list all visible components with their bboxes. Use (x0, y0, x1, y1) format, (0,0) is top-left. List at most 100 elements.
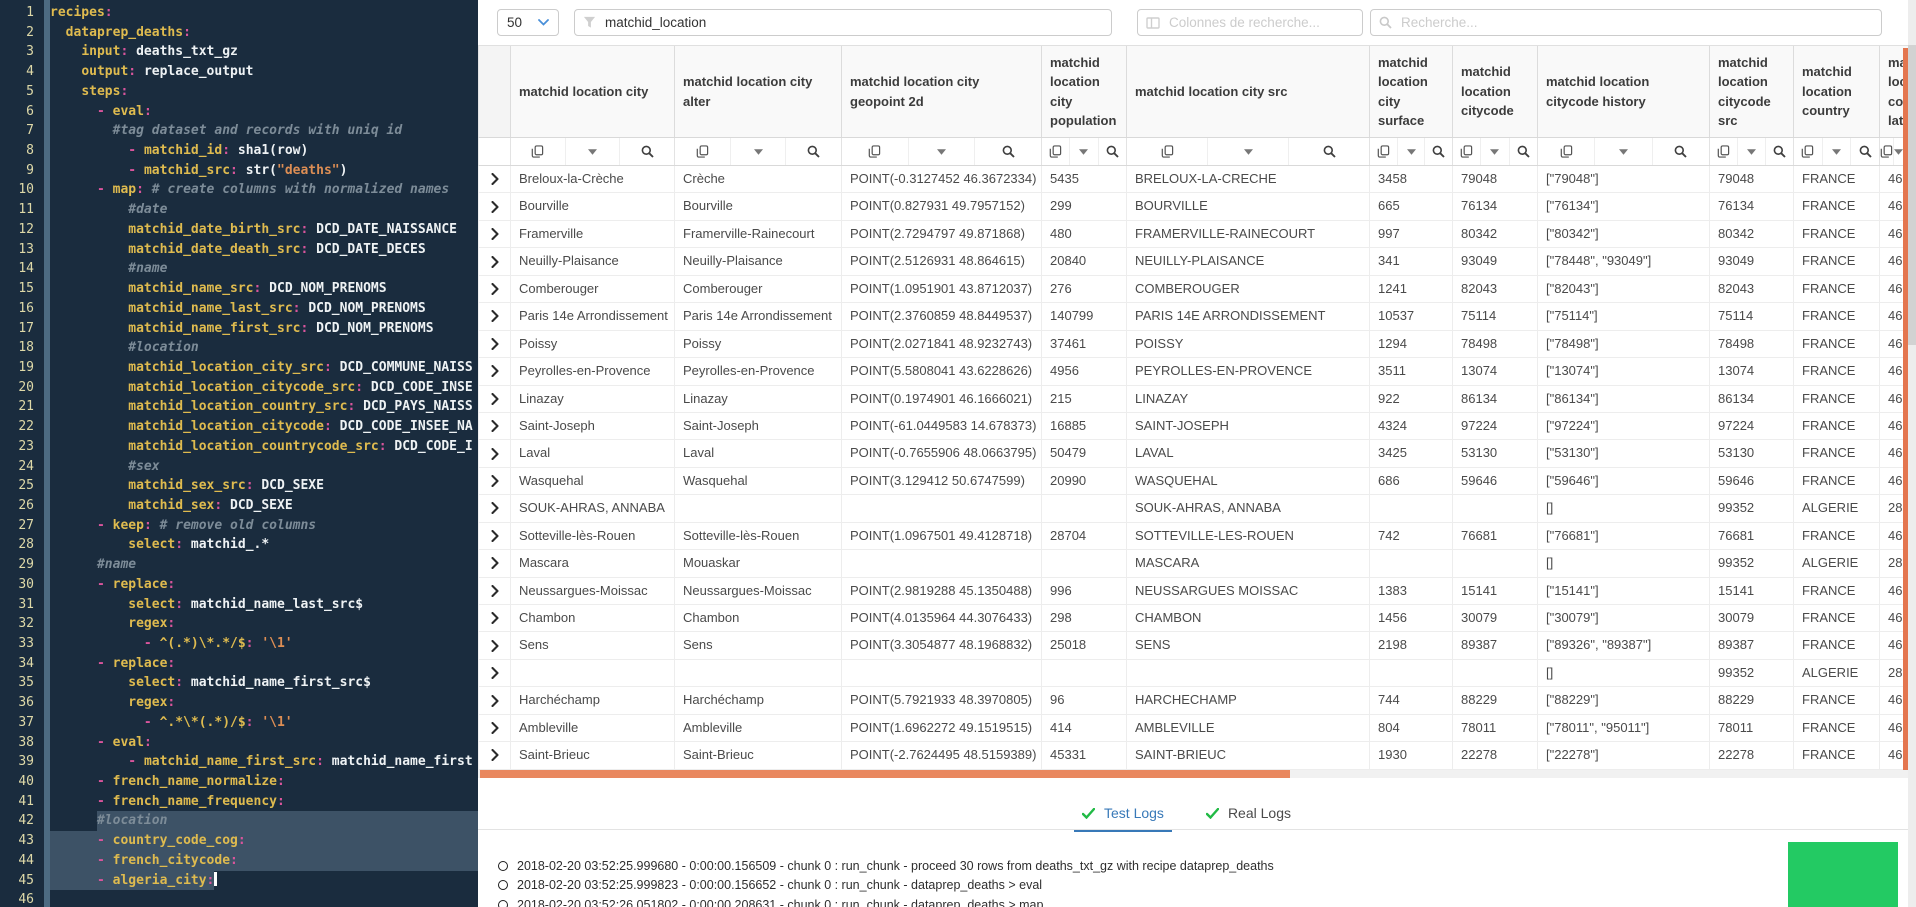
filter-menu-button[interactable] (729, 138, 786, 165)
page-size-select[interactable]: 50 (497, 9, 559, 36)
code-line[interactable]: 31 select: matchid_name_last_src$ (0, 595, 478, 615)
expand-row-button[interactable] (479, 495, 511, 522)
filter-search-button[interactable] (785, 138, 841, 165)
column-header[interactable]: matchid location city src (1127, 46, 1370, 137)
expand-row-button[interactable] (479, 632, 511, 659)
tab-real-logs[interactable]: Real Logs (1198, 798, 1299, 830)
code-line[interactable]: 7 #tag dataset and records with uniq id (0, 121, 478, 141)
expand-row-button[interactable] (479, 166, 511, 193)
column-header[interactable]: matchid location country (1794, 46, 1880, 137)
code-line[interactable]: 40 - french_name_normalize: (0, 772, 478, 792)
code-line[interactable]: 3 input: deaths_txt_gz (0, 42, 478, 62)
code-line[interactable]: 30 - replace: (0, 575, 478, 595)
filter-menu-button[interactable] (1396, 138, 1425, 165)
filter-menu-button[interactable] (1480, 138, 1508, 165)
code-line[interactable]: 45 - algeria_city: (0, 870, 478, 891)
code-line[interactable]: 14 #name (0, 259, 478, 279)
code-line[interactable]: 36 regex: (0, 693, 478, 713)
filter-search-button[interactable] (1508, 138, 1537, 165)
filter-search-button[interactable] (1424, 138, 1452, 165)
column-header[interactable]: matchid location city surface (1370, 46, 1453, 137)
column-header[interactable]: matchid location city population (1042, 46, 1127, 137)
code-line[interactable]: 34 - replace: (0, 654, 478, 674)
filter-menu-button[interactable] (1594, 138, 1651, 165)
code-line[interactable]: 16 matchid_name_last_src: DCD_NOM_PRENOM… (0, 299, 478, 319)
filter-copy-button[interactable] (675, 138, 730, 165)
filter-menu-button[interactable] (1893, 138, 1903, 165)
column-header[interactable]: matchid location citycode history (1538, 46, 1710, 137)
filter-copy-button[interactable] (511, 138, 565, 165)
column-header[interactable]: matchid location citycode src (1710, 46, 1794, 137)
expand-row-button[interactable] (479, 467, 511, 495)
expand-row-button[interactable] (479, 303, 511, 330)
filter-menu-button[interactable] (1737, 138, 1765, 165)
code-line[interactable]: 32 regex: (0, 614, 478, 634)
horizontal-scrollbar-track[interactable] (478, 770, 1916, 778)
expand-row-button[interactable] (479, 522, 511, 550)
filter-search-button[interactable] (1288, 138, 1369, 165)
column-filter-input[interactable] (603, 14, 1103, 31)
horizontal-scrollbar-thumb[interactable] (480, 770, 1290, 778)
column-header[interactable]: matchid location city geopoint 2d (842, 46, 1042, 137)
code-line[interactable]: 24 #sex (0, 457, 478, 477)
code-line[interactable]: 41 - french_name_frequency: (0, 792, 478, 812)
code-line[interactable]: 6 - eval: (0, 102, 478, 122)
code-line[interactable]: 35 select: matchid_name_first_src$ (0, 673, 478, 693)
code-line[interactable]: 11 #date (0, 200, 478, 220)
expand-row-button[interactable] (479, 550, 511, 577)
run-action-button[interactable] (1788, 842, 1898, 907)
code-line[interactable]: 9 - matchid_src: str("deaths") (0, 161, 478, 181)
filter-menu-button[interactable] (1069, 138, 1097, 165)
expand-row-button[interactable] (479, 687, 511, 714)
filter-copy-button[interactable] (1127, 138, 1207, 165)
code-line[interactable]: 19 matchid_location_city_src: DCD_COMMUN… (0, 358, 478, 378)
code-line[interactable]: 18 #location (0, 338, 478, 358)
filter-menu-button[interactable] (564, 138, 620, 165)
expand-row-button[interactable] (479, 605, 511, 632)
code-line[interactable]: 29 #name (0, 555, 478, 575)
expand-row-button[interactable] (479, 193, 511, 220)
code-line[interactable]: 37 - ^.*\*(.*)/$: '\1' (0, 713, 478, 733)
tab-test-logs[interactable]: Test Logs (1074, 798, 1172, 832)
expand-row-button[interactable] (479, 742, 511, 769)
code-line[interactable]: 46 (0, 890, 478, 907)
filter-search-button[interactable] (974, 138, 1041, 165)
column-header-expand[interactable] (479, 46, 511, 137)
expand-row-button[interactable] (479, 248, 511, 275)
page-scrollbar-track[interactable] (1908, 0, 1916, 907)
expand-row-button[interactable] (479, 330, 511, 358)
columns-search-input[interactable] (1167, 14, 1354, 31)
filter-menu-button[interactable] (907, 138, 975, 165)
table-vertical-scrollbar[interactable] (1903, 48, 1908, 770)
filter-search-button[interactable] (1850, 138, 1879, 165)
filter-copy-button[interactable] (1453, 138, 1480, 165)
code-line[interactable]: 26 matchid_sex: DCD_SEXE (0, 496, 478, 516)
code-line[interactable]: 12 matchid_date_birth_src: DCD_DATE_NAIS… (0, 220, 478, 240)
expand-row-button[interactable] (479, 275, 511, 303)
global-search-input[interactable] (1399, 14, 1873, 31)
code-line[interactable]: 10 - map: # create columns with normaliz… (0, 180, 478, 200)
code-line[interactable]: 43 - country_code_cog: (0, 831, 478, 851)
code-line[interactable]: 15 matchid_name_src: DCD_NOM_PRENOMS (0, 279, 478, 299)
filter-search-button[interactable] (1651, 138, 1709, 165)
expand-row-button[interactable] (479, 714, 511, 742)
filter-copy-button[interactable] (1710, 138, 1737, 165)
column-header[interactable]: matchid location citycode (1453, 46, 1538, 137)
filter-copy-button[interactable] (1880, 138, 1893, 165)
filter-copy-button[interactable] (1042, 138, 1069, 165)
code-line[interactable]: 44 - french_citycode: (0, 850, 478, 871)
column-header[interactable]: matchid location city alter (675, 46, 842, 137)
expand-row-button[interactable] (479, 358, 511, 385)
filter-search-button[interactable] (1765, 138, 1793, 165)
code-line[interactable]: 39 - matchid_name_first_src: matchid_nam… (0, 752, 478, 772)
code-line[interactable]: 2 dataprep_deaths: (0, 23, 478, 43)
expand-row-button[interactable] (479, 385, 511, 412)
filter-menu-button[interactable] (1821, 138, 1851, 165)
code-editor[interactable]: 1 recipes: 2 dataprep_deaths: 3 input: deat… (0, 0, 478, 907)
expand-row-button[interactable] (479, 659, 511, 687)
filter-copy-button[interactable] (1370, 138, 1397, 165)
filter-menu-button[interactable] (1207, 138, 1288, 165)
code-line[interactable]: 5 steps: (0, 82, 478, 102)
code-line[interactable]: 27 - keep: # remove old columns (0, 516, 478, 536)
expand-row-button[interactable] (479, 412, 511, 440)
